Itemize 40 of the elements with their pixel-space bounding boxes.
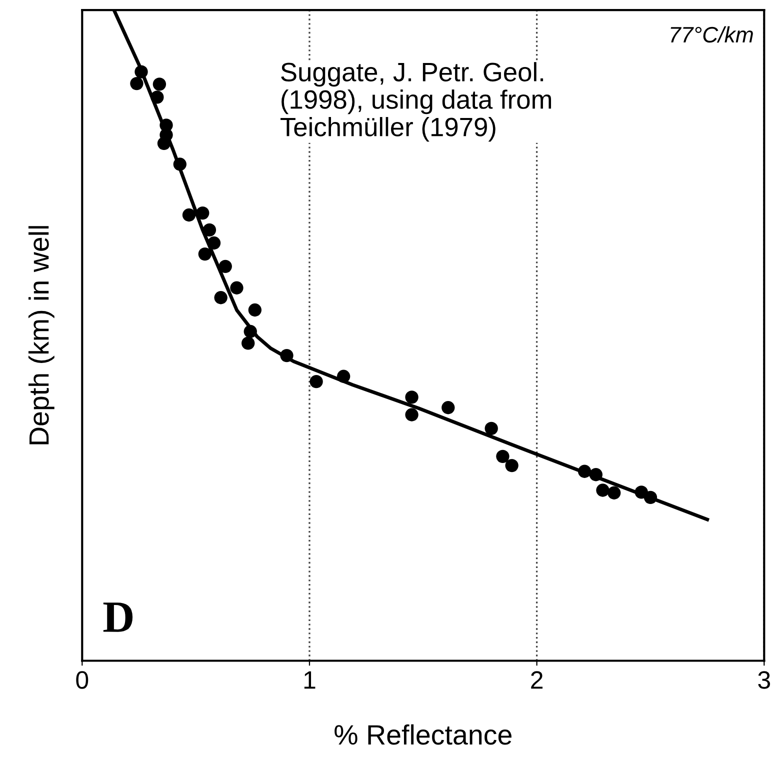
point <box>134 65 148 78</box>
point <box>182 208 196 222</box>
point <box>173 158 186 171</box>
point <box>248 303 262 317</box>
point <box>202 223 216 237</box>
point <box>484 422 498 436</box>
point <box>196 206 210 220</box>
annotation: D <box>103 602 133 632</box>
x-tick-label: 0 <box>76 671 88 689</box>
x-tick-label: 3 <box>758 671 770 689</box>
point <box>214 291 228 304</box>
x-tick-label: 1 <box>304 671 316 689</box>
annotation: 77°C/km <box>670 26 753 43</box>
point <box>596 484 610 497</box>
point <box>207 236 221 250</box>
annotation: Suggate, J. Petr. Geol. (1998), using data from Teichmüller (1979) <box>280 62 552 142</box>
point <box>310 375 323 388</box>
y-axis-title: Depth (km) in well <box>28 226 54 444</box>
point <box>244 324 257 338</box>
point <box>242 336 255 350</box>
point <box>496 450 510 464</box>
x-tick-label: 2 <box>531 671 543 689</box>
point <box>152 78 166 91</box>
x-axis-title: % Reflectance <box>334 724 512 745</box>
point <box>230 281 244 294</box>
point <box>280 348 294 362</box>
point <box>405 408 418 422</box>
point <box>198 247 212 261</box>
point <box>644 490 658 504</box>
point <box>578 464 592 478</box>
point <box>150 90 164 104</box>
point <box>336 370 350 383</box>
point <box>130 76 144 90</box>
point <box>589 468 603 482</box>
point <box>505 458 518 472</box>
point <box>157 136 171 150</box>
point <box>442 401 455 414</box>
point <box>405 390 418 404</box>
point <box>218 260 232 273</box>
point <box>608 486 621 500</box>
